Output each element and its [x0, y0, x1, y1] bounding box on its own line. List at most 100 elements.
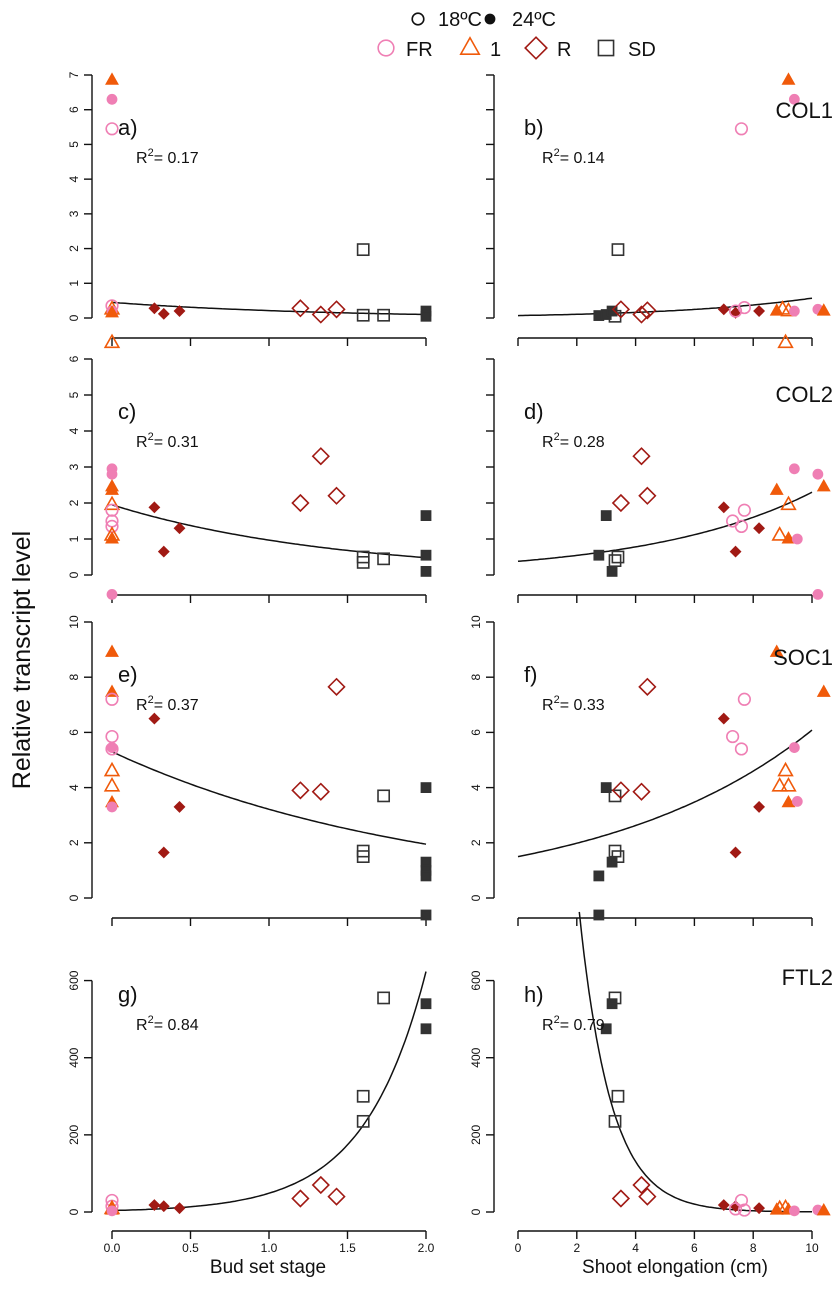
gene-label: FTL2: [782, 965, 833, 990]
legend: 18ºC 24ºC FR 1 R SD: [377, 9, 656, 61]
data-point-r-24c: [753, 1202, 766, 1215]
y-tick-label: 3: [67, 210, 81, 217]
y-tick-label: 2: [67, 499, 81, 506]
data-point-sd-18c: [377, 991, 391, 1005]
data-point-sd-18c: [608, 991, 622, 1005]
y-tick-label: 2: [67, 245, 81, 252]
data-point-r-24c: [157, 307, 170, 320]
data-point-r-24c: [717, 303, 730, 316]
data-point-r-24c: [173, 800, 186, 813]
y-tick-label: 5: [67, 391, 81, 398]
panel-letter: a): [118, 115, 138, 140]
fit-curve: [517, 729, 813, 858]
data-point-sd-18c: [377, 789, 391, 803]
data-point-r-18c: [632, 782, 651, 801]
data-point-r-18c: [327, 486, 346, 505]
data-point-r-24c: [753, 800, 766, 813]
data-point-fr-24c: [788, 1205, 800, 1217]
data-point-1-18c: [780, 776, 797, 792]
data-point-fr-24c: [788, 742, 800, 753]
data-point-sd-24c: [593, 870, 605, 882]
y-tick-label: 600: [67, 970, 81, 990]
y-tick-label: 6: [67, 729, 81, 736]
data-point-1-18c: [780, 495, 797, 511]
r-squared-label: R2= 0.84: [136, 1014, 199, 1034]
x-tick-label: 0: [515, 1241, 522, 1255]
y-tick-label: 0: [67, 314, 81, 321]
panel-a: 0 1 2 3 4 5 6 7 a) R2= 0.17: [67, 71, 432, 346]
gene-label: COL2: [776, 382, 833, 407]
y-tick-label: 1: [67, 280, 81, 287]
legend-label-temperature: 24ºC: [512, 9, 556, 31]
x-axis-label-left: Bud set stage: [210, 1257, 326, 1278]
y-tick-label: 1: [67, 535, 81, 542]
data-point-r-24c: [717, 501, 730, 514]
data-point-r-24c: [148, 302, 161, 315]
data-point-fr-18c: [105, 692, 119, 706]
y-tick-label: 0: [469, 894, 483, 901]
legend-marker-sd: [597, 39, 615, 57]
data-point-sd-24c: [420, 549, 432, 561]
y-tick-label: 8: [469, 674, 483, 681]
data-point-fr-18c: [734, 1193, 749, 1208]
data-point-r-18c: [291, 493, 310, 513]
panel-h: 0 200 400 600 0 2 4 6 8 10 h) R2= 0.79 FTL2: [469, 909, 833, 1255]
y-tick-label: 200: [67, 1125, 81, 1145]
x-tick-label: 0.0: [104, 1241, 121, 1255]
data-point-1-24c: [105, 482, 119, 495]
data-point-fr-18c: [105, 742, 119, 756]
y-tick-label: 400: [469, 1047, 483, 1067]
legend-label-sd: SD: [628, 39, 656, 61]
data-point-sd-18c: [356, 1114, 370, 1128]
data-point-r-18c: [327, 1187, 346, 1206]
data-point-sd-24c: [606, 565, 618, 577]
panel-c: 0 1 2 3 4 5 6 c)R2= 0.31: [67, 333, 432, 603]
fit-curve: [111, 504, 427, 559]
data-point-fr-24c: [788, 463, 800, 475]
x-tick-label: 1.5: [339, 1241, 356, 1255]
data-point-r-18c: [638, 486, 657, 505]
data-point-r-18c: [632, 1175, 651, 1195]
data-point-fr-18c: [737, 692, 751, 706]
data-point-sd-18c: [356, 555, 370, 569]
legend-label-temperature: 18ºC: [438, 9, 482, 31]
data-point-sd-24c: [600, 510, 612, 521]
data-point-sd-18c: [611, 850, 625, 863]
data-point-1-24c: [769, 303, 784, 316]
data-point-r-18c: [632, 305, 651, 324]
data-point-1-24c: [816, 684, 831, 697]
data-point-fr-24c: [791, 796, 803, 807]
data-point-r-18c: [311, 1175, 330, 1195]
data-point-r-24c: [753, 522, 766, 535]
data-point-fr-24c: [106, 801, 118, 813]
panel-e: 0 2 4 6 8 10 e) R2= 0.37: [67, 589, 432, 926]
data-point-fr-24c: [106, 1205, 118, 1217]
data-point-fr-18c: [734, 122, 749, 136]
data-point-fr-18c: [105, 122, 119, 136]
data-point-sd-18c: [356, 308, 370, 322]
r-squared-label: R2= 0.31: [136, 431, 199, 451]
panel-letter: c): [118, 399, 136, 424]
legend-marker-18c: [411, 12, 425, 26]
data-point-1-24c: [105, 644, 119, 657]
y-tick-label: 5: [67, 141, 81, 148]
data-point-fr-24c: [788, 93, 800, 105]
fit-curve: [578, 911, 812, 1213]
y-tick-label: 7: [67, 71, 81, 78]
data-point-r-24c: [729, 545, 742, 558]
x-tick-label: 8: [750, 1241, 757, 1255]
r-squared-label: R2= 0.28: [542, 431, 605, 451]
data-point-r-24c: [173, 305, 186, 317]
panel-letter: g): [118, 982, 138, 1007]
data-point-1-18c: [777, 333, 794, 349]
data-point-1-24c: [105, 304, 119, 318]
data-point-1-24c: [816, 1203, 831, 1216]
data-point-fr-24c: [106, 93, 118, 105]
fit-curve: [517, 297, 813, 317]
r-squared-label: R2= 0.79: [542, 1014, 605, 1034]
data-point-fr-18c: [726, 514, 740, 528]
y-tick-label: 6: [67, 106, 81, 113]
data-point-fr-24c: [812, 468, 824, 480]
data-point-r-24c: [148, 712, 161, 725]
